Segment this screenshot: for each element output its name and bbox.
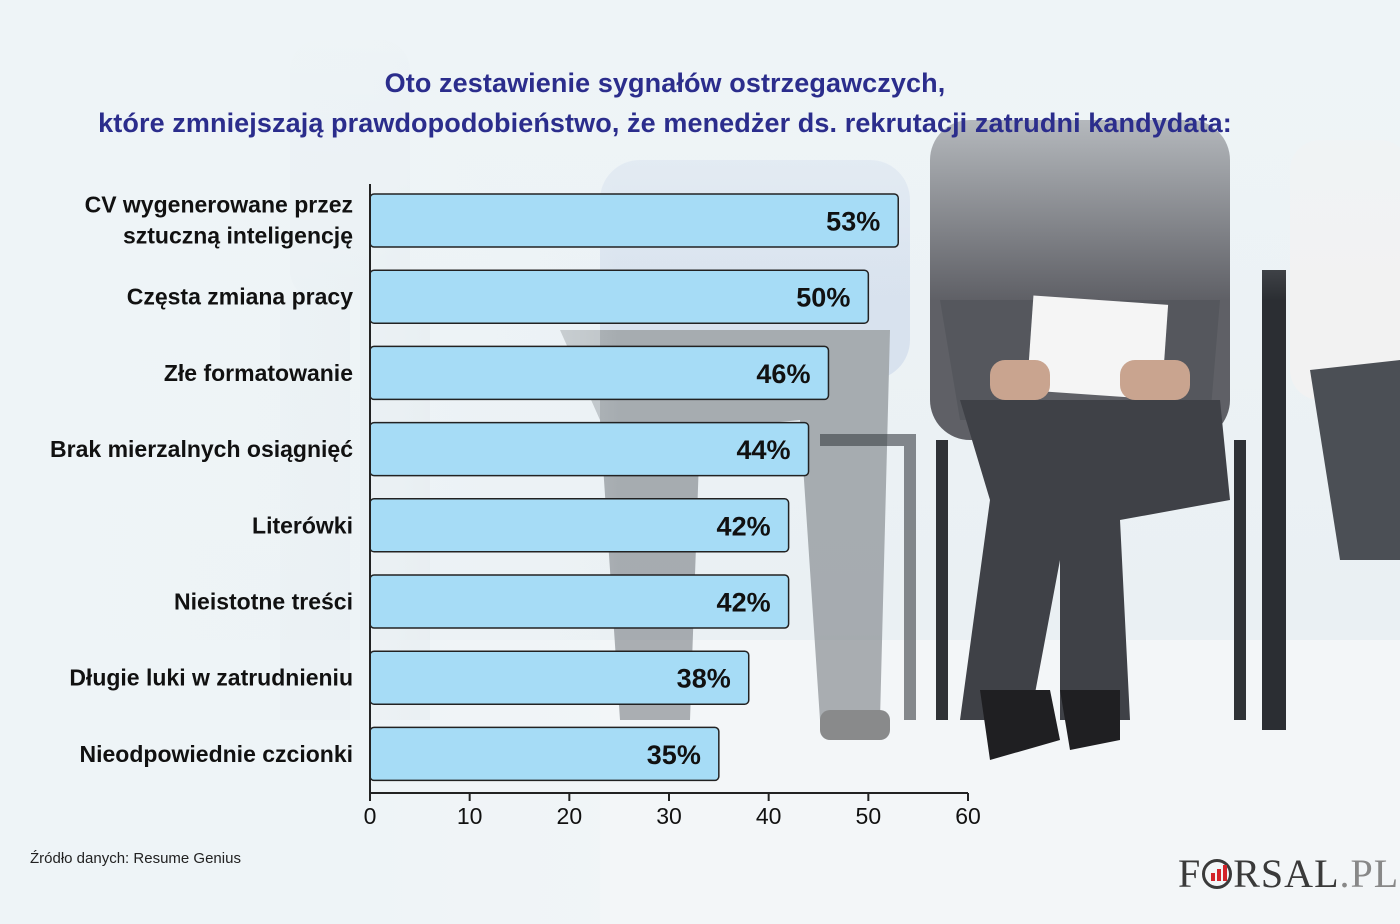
category-label: Brak mierzalnych osiągnięć: [50, 436, 353, 462]
chart-title-line-2: które zmniejszają prawdopodobieństwo, że…: [98, 108, 1232, 138]
bar-value-label: 44%: [736, 435, 790, 465]
category-label: CV wygenerowane przez: [85, 192, 353, 218]
x-tick-label: 30: [656, 803, 682, 829]
x-tick-label: 40: [756, 803, 782, 829]
logo-bar-chart-icon: [1202, 859, 1233, 889]
bar-value-label: 35%: [647, 740, 701, 770]
category-label: Długie luki w zatrudnieniu: [69, 665, 353, 691]
logo-letters: RSAL: [1233, 851, 1340, 896]
bar-value-label: 46%: [756, 359, 810, 389]
category-label: Literówki: [252, 512, 353, 538]
x-tick-label: 10: [457, 803, 483, 829]
bar: [369, 269, 870, 324]
category-label: Nieistotne treści: [174, 589, 353, 615]
bar-value-label: 53%: [826, 207, 880, 237]
bar-value-label: 42%: [717, 588, 771, 618]
bars-layer: 53% CV wygenerowane przez sztuczną intelig…: [50, 192, 899, 782]
logo-domain: .PL: [1339, 851, 1400, 896]
category-label: sztuczną inteligencję: [123, 223, 353, 249]
bar-value-label: 50%: [796, 283, 850, 313]
x-tick-label: 50: [856, 803, 882, 829]
bar: [369, 193, 899, 248]
bar-value-label: 42%: [717, 511, 771, 541]
category-label: Nieodpowiednie czcionki: [80, 741, 353, 767]
chart-title-line-1: Oto zestawienie sygnałów ostrzegawczych,: [384, 68, 946, 98]
x-tick-label: 20: [557, 803, 583, 829]
source-note: Źródło danych: Resume Genius: [30, 850, 241, 867]
bar-value-label: 38%: [677, 664, 731, 694]
x-tick-label: 0: [364, 803, 377, 829]
x-tick-label: 60: [955, 803, 981, 829]
category-label: Złe formatowanie: [164, 360, 353, 386]
forsal-logo[interactable]: F RSAL.PL: [1178, 852, 1399, 896]
axis-layer: 0 10 20 30 40 50 60: [364, 184, 981, 829]
logo-letter-f: F: [1178, 851, 1202, 896]
category-label: Częsta zmiana pracy: [127, 284, 353, 310]
